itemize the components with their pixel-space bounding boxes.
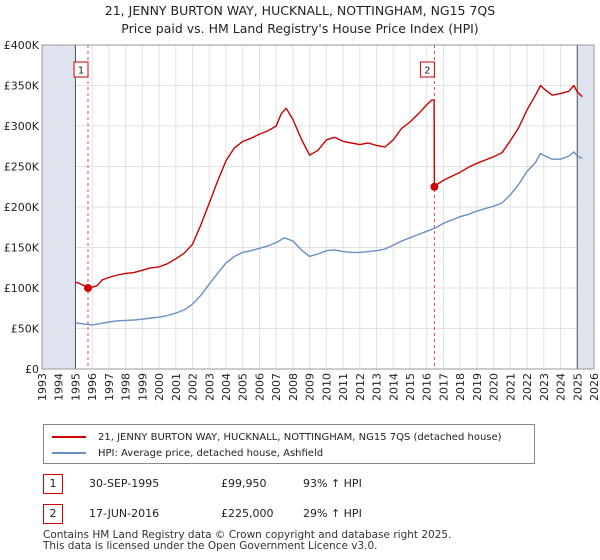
y-tick-label: £0: [25, 363, 39, 376]
legend-label-price: 21, JENNY BURTON WAY, HUCKNALL, NOTTINGH…: [98, 431, 502, 443]
x-tick-label: 2011: [337, 373, 350, 401]
legend-item-hpi: HPI: Average price, detached house, Ashf…: [52, 445, 323, 461]
x-tick-label: 2012: [354, 373, 367, 401]
sale-price: £99,950: [221, 477, 267, 490]
y-tick-label: £300K: [4, 120, 40, 133]
chart-title: 21, JENNY BURTON WAY, HUCKNALL, NOTTINGH…: [104, 3, 496, 18]
x-tick-label: 2001: [170, 373, 183, 401]
legend-swatch-hpi: [52, 452, 86, 454]
x-tick-label: 2000: [153, 373, 166, 401]
sale-point: [84, 284, 92, 293]
price-chart: £0 £50K £100K £150K £200K £250K £300K £350K £400…: [4, 39, 600, 401]
x-tick-label: 2004: [220, 373, 233, 401]
y-tick-label: £250K: [4, 161, 40, 174]
x-tick-label: 2002: [187, 373, 200, 401]
x-tick-label: 2007: [270, 373, 283, 401]
x-tick-label: 1995: [69, 373, 82, 401]
x-tick-label: 1998: [120, 373, 133, 401]
sale-hpi-change: 29% ↑ HPI: [303, 507, 362, 520]
legend: 21, JENNY BURTON WAY, HUCKNALL, NOTTINGH…: [43, 424, 535, 464]
y-tick-label: £100K: [4, 282, 40, 295]
series-line-price: [75, 84, 583, 289]
chart-title-block: 21, JENNY BURTON WAY, HUCKNALL, NOTTINGH…: [0, 2, 600, 38]
sale-label-text: 1: [78, 66, 84, 77]
sale-number-badge: 1: [43, 474, 63, 494]
x-tick-label: 2008: [287, 373, 300, 401]
sale-number-badge: 2: [43, 504, 63, 524]
sale-row: 2 17-JUN-2016 £225,000 29% ↑ HPI: [43, 504, 563, 524]
chart-subtitle: Price paid vs. HM Land Registry's House …: [121, 21, 479, 36]
x-tick-label: 2006: [253, 373, 266, 401]
x-tick-label: 2022: [521, 373, 534, 401]
y-tick-label: £400K: [4, 39, 40, 52]
plot-frame: [41, 44, 595, 370]
x-tick-label: 2026: [588, 373, 600, 401]
sale-hpi-change: 93% ↑ HPI: [303, 477, 362, 490]
x-tick-label: 2025: [571, 373, 584, 401]
x-tick-label: 1996: [86, 373, 99, 401]
x-tick-label: 1993: [36, 373, 49, 401]
sale-label-box: [419, 61, 435, 78]
legend-swatch-price: [52, 436, 86, 438]
x-tick-label: 2018: [454, 373, 467, 401]
x-tick-label: 2014: [387, 373, 400, 401]
legend-item-price: 21, JENNY BURTON WAY, HUCKNALL, NOTTINGH…: [52, 429, 502, 445]
y-tick-label: £150K: [4, 242, 40, 255]
y-tick-label: £50K: [11, 323, 40, 336]
legend-label-hpi: HPI: Average price, detached house, Ashf…: [98, 447, 324, 459]
x-tick-label: 2016: [421, 373, 434, 401]
x-tick-label: 2003: [203, 373, 216, 401]
x-tick-label: 1994: [53, 373, 66, 401]
x-tick-label: 2021: [504, 373, 517, 401]
x-tick-label: 2017: [437, 373, 450, 401]
sale-price: £225,000: [221, 507, 274, 520]
x-tick-label: 2009: [304, 373, 317, 401]
y-tick-label: £200K: [4, 201, 40, 214]
footer-line-2: This data is licensed under the Open Gov…: [43, 540, 378, 552]
sale-row: 1 30-SEP-1995 £99,950 93% ↑ HPI: [43, 474, 563, 494]
sale-date: 17-JUN-2016: [89, 507, 160, 520]
x-tick-label: 2010: [320, 373, 333, 401]
x-tick-label: 1997: [103, 373, 116, 401]
x-tick-label: 2023: [538, 373, 551, 401]
x-tick-label: 2015: [404, 373, 417, 401]
series-line-hpi: [75, 151, 583, 326]
y-tick-label: £350K: [4, 80, 40, 93]
sale-point: [430, 182, 439, 191]
sale-date: 30-SEP-1995: [89, 477, 160, 490]
sale-label-box: [73, 61, 89, 78]
footer-line-1: Contains HM Land Registry data © Crown c…: [43, 529, 452, 541]
x-tick-label: 2005: [237, 373, 250, 401]
x-tick-label: 1999: [136, 373, 149, 401]
x-tick-label: 2013: [371, 373, 384, 401]
sale-label-text: 2: [424, 66, 430, 77]
x-tick-label: 2019: [471, 373, 484, 401]
x-tick-label: 2024: [555, 373, 568, 401]
x-tick-label: 2020: [488, 373, 501, 401]
attribution-footer: Contains HM Land Registry data © Crown c…: [43, 530, 451, 552]
